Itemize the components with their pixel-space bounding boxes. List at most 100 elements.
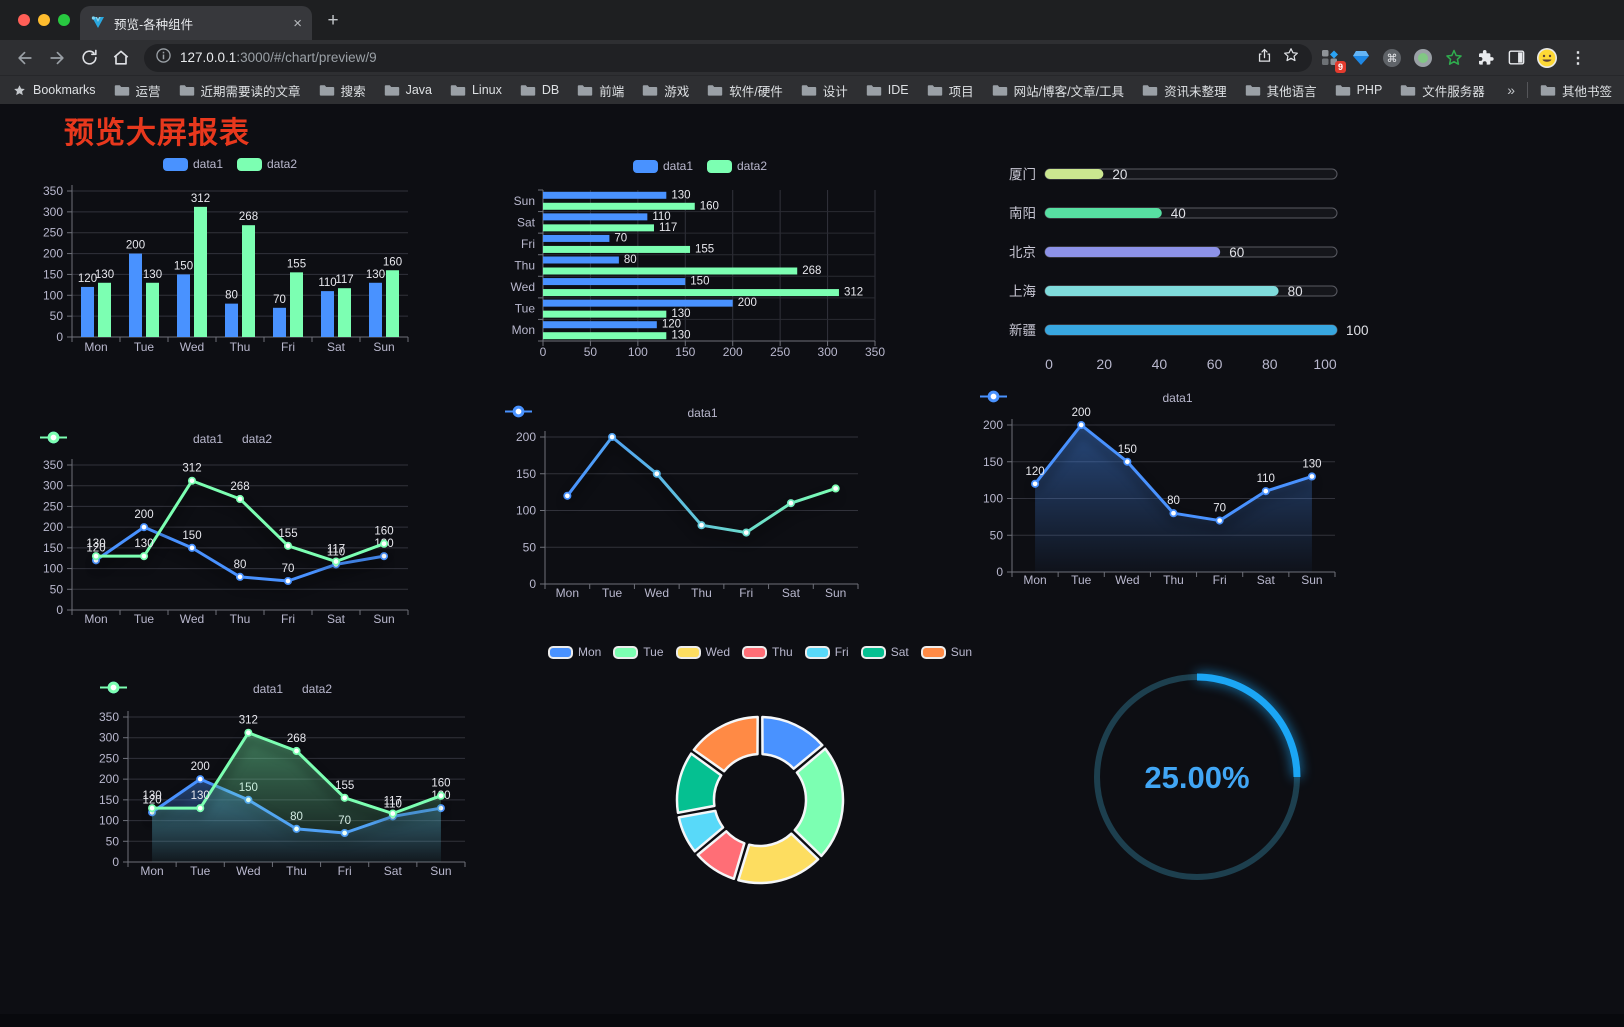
browser-menu-icon[interactable]: ⋮ [1570,49,1586,67]
legend-item[interactable]: data1 [162,157,223,171]
svg-text:Fri: Fri [1213,573,1227,587]
city-progress-chart[interactable]: 厦门 20 南阳 40 北京 60 上海 80 新疆 100 0 20 40 60 80 100 [990,150,1380,385]
chart-canvas[interactable] [560,640,960,890]
legend-item[interactable]: Mon [547,645,601,659]
svg-text:80: 80 [234,559,247,571]
legend-item[interactable]: data2 [237,157,297,171]
green-star-extension-icon[interactable] [1441,45,1467,71]
chart-canvas[interactable]: 0 50 100 150 200 250 300 350 Mon Tue Wed Thu Fri Sat S… [40,425,420,640]
back-button[interactable] [10,44,40,72]
legend-item[interactable]: data1 [505,405,718,420]
legend-item[interactable]: data1 [632,159,693,173]
recorder-extension-icon[interactable] [1410,45,1436,71]
tab-favicon-icon [90,14,106,33]
svg-text:300: 300 [99,731,119,745]
bookmark-folder-item[interactable]: 运营 [114,81,161,100]
legend-item[interactable]: data2 [40,431,272,446]
svg-text:250: 250 [770,345,790,359]
chart-canvas[interactable]: 0 50 100 150 200 250 300 350 Mon Tue Wed Thu Fri Sat S… [40,155,420,370]
bookmark-folder-item[interactable]: Java [384,81,432,100]
svg-text:Mon: Mon [84,612,107,626]
chart-canvas[interactable]: 厦门 20 南阳 40 北京 60 上海 80 新疆 100 0 20 40 60 80 100 [990,150,1380,385]
area-chart-two-series[interactable]: data1 data2 0 50 100 150 200 250 300 350 Mon Tue Wed… [99,678,480,890]
command-extension-icon[interactable]: ⌘ [1379,45,1405,71]
line-chart-two-series[interactable]: data1 data2 0 50 100 150 200 250 300 350 Mon Tue Wed… [40,425,420,640]
bookmark-folder-item[interactable]: 网站/博客/文章/工具 [992,81,1124,100]
svg-text:200: 200 [1072,407,1091,419]
svg-text:200: 200 [983,418,1003,432]
other-bookmarks-item[interactable]: 其他书签 [1540,81,1612,100]
svg-text:Fri: Fri [521,237,535,251]
chart-canvas[interactable]: 0 50 100 150 200 Mon Tue Wed Thu Fri Sat Sun 120 200 1… [980,388,1370,600]
minimize-window-button[interactable] [38,14,50,26]
bookmark-folder-item[interactable]: 游戏 [642,81,689,100]
svg-text:250: 250 [43,499,63,513]
svg-text:100: 100 [43,288,63,302]
bookmark-folder-item[interactable]: DB [520,81,559,100]
tab-manager-extension-icon[interactable]: 9 [1317,45,1346,73]
new-tab-button[interactable]: + [327,10,339,31]
gem-extension-icon[interactable] [1348,45,1374,71]
legend-item[interactable]: data1 [40,431,223,446]
bookmark-folder-item[interactable]: 文件服务器 [1400,81,1485,100]
percent-gauge-chart[interactable]: 25.00% [1060,655,1340,900]
weekday-donut-chart[interactable]: Mon Tue Wed Thu Fri Sat Sun [547,640,972,890]
bookmark-folder-item[interactable]: 项目 [927,81,974,100]
area-chart-blue[interactable]: data1 0 50 100 150 200 Mon Tue Wed Thu Fri Sat Sun 12… [980,388,1370,600]
legend-item[interactable]: data1 [980,390,1193,405]
bookmark-folder-item[interactable]: 其他语言 [1245,81,1317,100]
bookmarks-root-item[interactable]: Bookmarks [12,83,96,98]
bar-chart-horizontal[interactable]: data1 data2 0 50 100 150 200 250 300 350 Sun 130 160… [505,152,895,370]
reload-button[interactable] [74,44,104,72]
site-info-icon[interactable] [156,47,171,68]
side-panel-icon[interactable] [1503,45,1529,71]
forward-button[interactable] [42,44,72,72]
line-chart-gradient[interactable]: data1 0 50 100 150 200 Mon Tue Wed Thu Fri Sat Sun [505,400,895,612]
svg-text:117: 117 [335,274,353,286]
profile-avatar[interactable] [1534,45,1560,71]
bookmark-folder-item[interactable]: 搜索 [319,81,366,100]
home-button[interactable] [106,44,136,72]
legend-item[interactable]: data1 [100,681,283,696]
legend-item[interactable]: Fri [804,645,849,659]
tab-close-icon[interactable]: × [293,14,302,32]
maximize-window-button[interactable] [58,14,70,26]
bookmark-folder-item[interactable]: 近期需要读的文章 [179,81,301,100]
legend-item[interactable]: Thu [742,645,793,659]
legend-item[interactable]: Sat [860,645,909,659]
folder-icon [114,85,129,96]
share-icon[interactable] [1256,47,1273,69]
address-bar[interactable]: 127.0.0.1:3000/#/chart/preview/9 [144,43,1312,72]
chart-canvas[interactable]: 25.00% [1060,655,1340,900]
bookmark-folder-item[interactable]: IDE [866,81,909,100]
svg-text:110: 110 [652,211,670,223]
svg-text:北京: 北京 [1009,245,1036,260]
legend-item[interactable]: data2 [707,159,767,173]
chart-legend: data1 [505,405,895,421]
legend-item[interactable]: Tue [613,645,664,659]
svg-text:80: 80 [225,290,238,302]
bookmark-folder-item[interactable]: 软件/硬件 [707,81,783,100]
folder-icon [1142,85,1158,96]
bookmarks-overflow-chevron[interactable]: » [1507,82,1515,98]
svg-text:Tue: Tue [134,340,155,354]
bookmark-star-icon[interactable] [1282,46,1300,69]
close-window-button[interactable] [18,14,30,26]
bookmark-folder-item[interactable]: 设计 [801,81,848,100]
bookmark-folder-item[interactable]: 资讯未整理 [1142,81,1227,100]
bookmark-folder-item[interactable]: 前端 [577,81,624,100]
svg-text:80: 80 [624,254,637,266]
extensions-puzzle-icon[interactable] [1472,45,1498,71]
chart-canvas[interactable]: 0 50 100 150 200 250 300 350 Mon Tue Wed Thu Fri Sat S… [99,678,480,890]
bar-chart-vertical[interactable]: data1 data2 0 50 100 150 200 250 300 350 Mon Tue Wed… [40,155,420,370]
legend-item[interactable]: Wed [675,645,730,659]
bookmark-folder-item[interactable]: Linux [450,81,502,100]
legend-item[interactable]: Sun [920,645,972,659]
svg-text:25.00%: 25.00% [1144,760,1249,795]
browser-tab[interactable]: 预览-各种组件 × [80,6,312,40]
legend-item[interactable]: data2 [100,681,332,696]
svg-text:130: 130 [1302,458,1321,470]
chart-canvas[interactable]: 0 50 100 150 200 Mon Tue Wed Thu Fri Sat Sun [505,400,895,612]
bookmark-folder-item[interactable]: PHP [1335,81,1382,100]
